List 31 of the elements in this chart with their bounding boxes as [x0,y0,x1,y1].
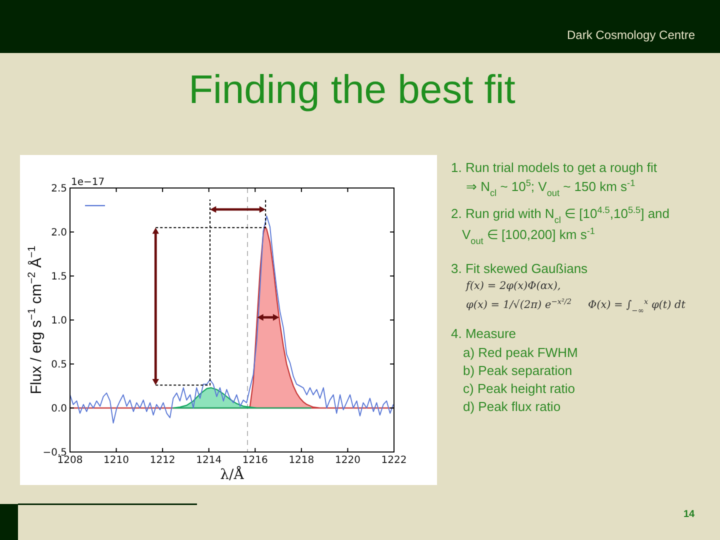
text: Φ(x) = ∫$_{−∞}$$^{x}$ φ(t) dt [588,296,686,314]
text: 3. Fit skewed Gaußians [451,261,588,276]
annotation: 1e−17 [71,177,105,188]
x-tick-label: 1212 [150,455,176,466]
text: b) Peak separation [463,363,572,378]
x-tick-label: 1214 [196,455,222,466]
x-tick-label: 1216 [242,455,268,466]
y-tick-label: 0.5 [51,360,67,370]
text: 4. Measure [451,326,516,341]
text: d) Peak flux ratio [463,399,561,414]
x-tick-label: 1210 [104,455,130,466]
y-tick-label: 1.5 [51,272,67,282]
y-tick-label: 0.0 [51,404,67,414]
text: ⇒ N$_{cl}$ ~ 10$^{5}$; V$_{out}$ ~ 150 km s$^{-1}$ [466,178,636,198]
chart-title: Finding the best fit [188,68,516,112]
text: 14 [683,509,695,520]
x-tick-label: 1220 [334,455,360,466]
x-tick-label: 1222 [381,455,407,466]
y-tick-label: 1.0 [51,316,67,326]
x-tick-label: 1218 [288,455,314,466]
text: a) Red peak FWHM [463,345,578,360]
text: 1. Run trial models to get a rough fit [451,160,658,175]
y-tick-label: 2.5 [51,184,67,194]
y-tick-label: 2.0 [51,228,67,238]
text: V$_{out}$ ∈ [100,200] km s$^{-1}$ [462,226,595,246]
text: 2. Run grid with N$_{cl}$ ∈ [10$^{4.5}$,10$^{5.5}$] and [451,205,670,225]
x-axis-title: λ/Å [220,466,245,483]
text: Dark Cosmology Centre [567,28,696,42]
text: φ(x) = 1/√(2π) e$^{−x²/2}$ [466,296,572,311]
text: c) Peak height ratio [463,381,576,396]
text: f(x) = 2φ(x)Φ(αx), [465,280,561,292]
